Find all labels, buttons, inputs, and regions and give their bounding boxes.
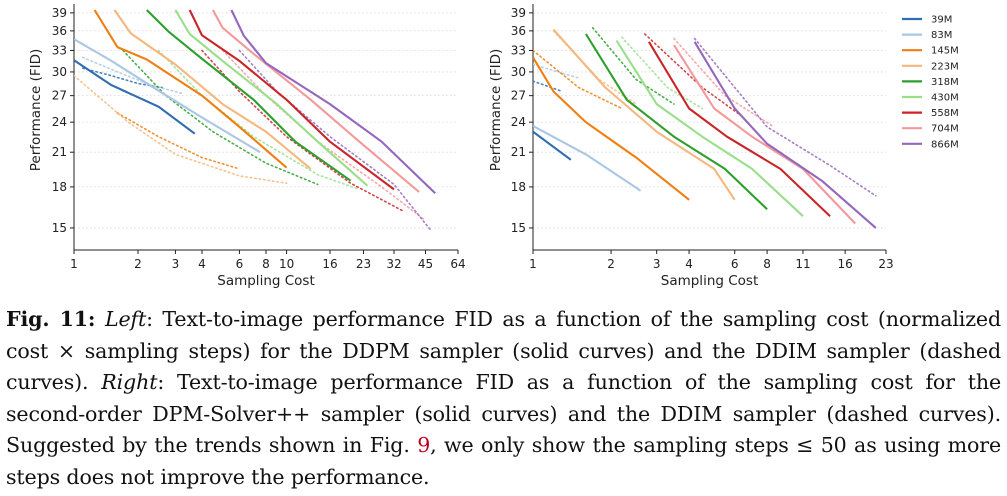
legend-label: 39M (931, 15, 952, 26)
y-tick-label: 27 (511, 89, 526, 103)
series-line-866m-dotted (238, 49, 433, 232)
series-line-145m-dotted (533, 49, 623, 110)
caption-text: : Text-to-image performance FID as a fun… (6, 370, 1001, 457)
y-tick-label: 33 (511, 43, 526, 57)
x-tick-label: 4 (198, 257, 206, 271)
series-line-223m-solid (113, 9, 312, 170)
y-tick-label: 18 (511, 180, 526, 194)
caption-label: Fig. 11: (6, 307, 96, 331)
x-tick-label: 32 (386, 257, 401, 271)
legend: 39M 83M 145M 223M 318M 430M 558M 704M 866M (902, 15, 959, 150)
x-tick-label: 8 (763, 257, 771, 271)
y-tick-label: 39 (511, 6, 526, 20)
series-line-866m-solid (693, 41, 877, 229)
caption-body: Left: Text-to-image performance FID as a… (6, 307, 1001, 489)
series-line-223m-solid (552, 28, 736, 201)
x-tick-label: 23 (356, 257, 371, 271)
series-line-83m-dotted (533, 63, 580, 79)
series-line-558m-solid (188, 9, 395, 191)
x-tick-label: 64 (450, 257, 465, 271)
series-line-558m-dotted (644, 33, 745, 119)
series-line-430m-solid (615, 39, 804, 217)
series-line-866m-dotted (693, 37, 877, 197)
x-tick-label: 3 (653, 257, 661, 271)
series-line-318m-solid (585, 33, 768, 210)
y-tick-label: 15 (511, 221, 526, 235)
series-line-430m-dotted (157, 49, 361, 191)
series-line-704m-solid (211, 9, 420, 193)
series-line-39m-dotted (533, 80, 564, 93)
series-line-318m-dotted (591, 27, 675, 105)
legend-label: 704M (931, 124, 959, 135)
x-tick-label: 2 (134, 257, 142, 271)
x-tick-label: 1 (70, 257, 78, 271)
series-line-83m-solid (74, 38, 261, 154)
y-axis-label: Performance (FID) (488, 49, 504, 172)
y-tick-label: 24 (52, 115, 67, 129)
series-line-39m-solid (533, 130, 572, 161)
x-tick-label: 6 (731, 257, 739, 271)
series-line-866m-solid (230, 9, 436, 194)
y-tick-label: 24 (511, 115, 526, 129)
series-line-318m-solid (146, 9, 352, 182)
legend-label: 318M (931, 77, 959, 88)
x-tick-label: 10 (279, 257, 294, 271)
y-tick-label: 30 (511, 65, 526, 79)
series-line-83m-dotted (82, 56, 185, 95)
caption-text: , we only show the sampling steps ≤ 50 a… (6, 433, 1002, 489)
y-tick-label: 36 (52, 24, 67, 38)
legend-label: 223M (931, 61, 959, 72)
x-tick-label: 23 (878, 257, 893, 271)
series-line-145m-solid (533, 56, 690, 201)
series-line-704m-dotted (673, 37, 775, 128)
x-tick-label: 2 (607, 257, 615, 271)
series-line-145m-dotted (116, 112, 241, 170)
legend-label: 430M (931, 93, 959, 104)
x-tick-label: 16 (838, 257, 853, 271)
x-tick-label: 6 (236, 257, 244, 271)
series-line-430m-dotted (621, 36, 704, 110)
caption-italic: Left (104, 307, 147, 331)
series-line-145m-solid (93, 9, 288, 169)
series-line-558m-solid (648, 41, 831, 217)
legend-label: 145M (931, 46, 959, 57)
x-tick-label: 16 (322, 257, 337, 271)
series-line-83m-solid (533, 124, 642, 192)
figure-reference[interactable]: 9 (417, 433, 431, 457)
figure-caption: Fig. 11: Left: Text-to-image performance… (6, 304, 1001, 493)
legend-label: 866M (931, 139, 959, 150)
x-tick-label: 1 (529, 257, 537, 271)
series-line-39m-solid (74, 59, 196, 135)
x-tick-label: 45 (418, 257, 433, 271)
series-line-318m-dotted (122, 49, 319, 186)
y-tick-label: 39 (52, 6, 67, 20)
x-tick-label: 4 (685, 257, 693, 271)
series-line-704m-solid (673, 44, 856, 225)
x-axis-label: Sampling Cost (661, 273, 759, 289)
x-axis-label: Sampling Cost (217, 273, 315, 289)
y-tick-label: 30 (52, 65, 67, 79)
x-tick-label: 8 (262, 257, 270, 271)
legend-label: 558M (931, 108, 959, 119)
y-tick-label: 27 (52, 89, 67, 103)
series-line-223m-dotted (74, 74, 288, 184)
legend-label: 83M (931, 30, 952, 41)
series-line-430m-solid (174, 9, 369, 187)
y-tick-label: 18 (52, 180, 67, 194)
y-tick-label: 21 (511, 145, 526, 159)
y-axis-label: Performance (FID) (28, 49, 44, 172)
x-tick-label: 3 (172, 257, 180, 271)
y-tick-label: 33 (52, 43, 67, 57)
y-tick-label: 15 (52, 221, 67, 235)
y-tick-label: 21 (52, 145, 67, 159)
x-tick-label: 11 (795, 257, 810, 271)
caption-text: : Text-to-image performance FID as a fun… (6, 307, 1002, 394)
caption-italic: Right (101, 370, 158, 394)
caption-text (95, 307, 105, 331)
y-tick-label: 36 (511, 24, 526, 38)
